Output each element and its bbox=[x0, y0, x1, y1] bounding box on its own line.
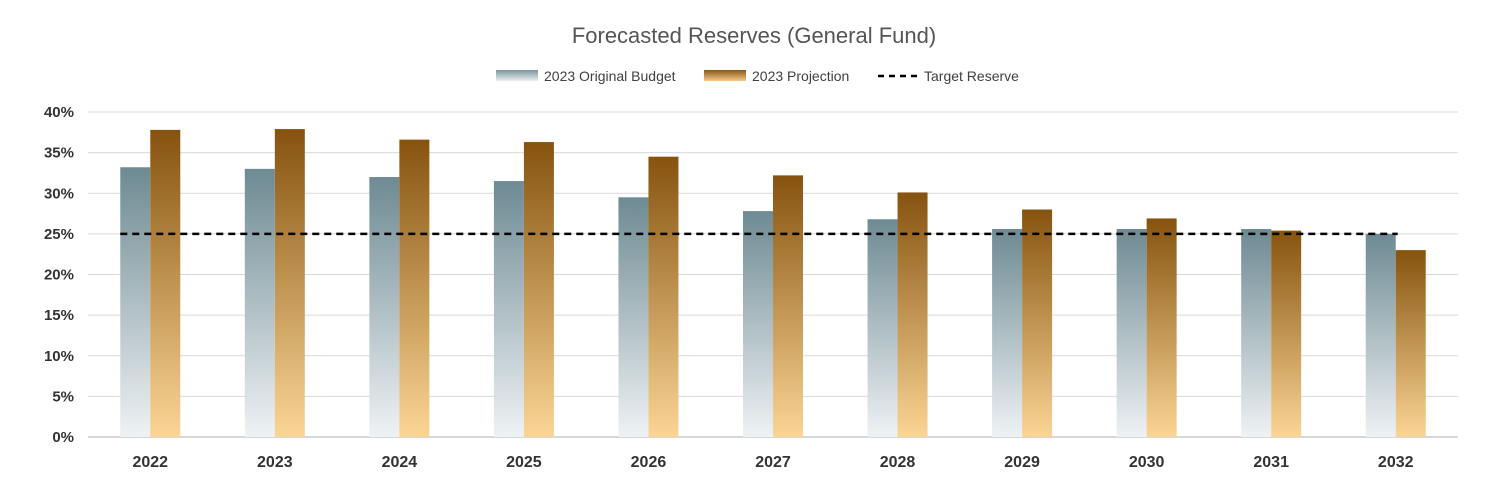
bar-original-budget bbox=[1116, 229, 1147, 437]
y-tick-label: 30% bbox=[44, 185, 74, 202]
bar-projection bbox=[648, 156, 679, 437]
x-axis: 2022 2023 2024 2025 2026 2027 2028 2029 2030 2031… bbox=[132, 454, 1413, 471]
y-tick-label: 35% bbox=[44, 145, 74, 162]
bar-projection bbox=[1146, 218, 1177, 437]
y-axis: 0% 5% 10% 15% 20% 25% 30% 35% 40% bbox=[44, 104, 74, 446]
bar-projection bbox=[773, 175, 803, 437]
x-tick-label: 2032 bbox=[1378, 454, 1414, 471]
bar-projection bbox=[150, 129, 181, 437]
legend-label-projection: 2023 Projection bbox=[752, 68, 849, 84]
legend: 2023 Original Budget 2023 Projection Tar… bbox=[496, 68, 1019, 84]
x-tick-label: 2029 bbox=[1004, 454, 1040, 471]
y-tick-label: 0% bbox=[52, 429, 74, 446]
y-tick-label: 40% bbox=[44, 104, 74, 121]
y-tick-label: 15% bbox=[44, 307, 74, 324]
bar-projection bbox=[274, 129, 305, 437]
bar-original-budget bbox=[867, 219, 898, 437]
bar-original-budget bbox=[618, 197, 649, 437]
legend-label-budget: 2023 Original Budget bbox=[544, 68, 676, 84]
bar-projection bbox=[1395, 250, 1426, 437]
x-tick-label: 2031 bbox=[1253, 454, 1289, 471]
bar-projection bbox=[897, 192, 928, 437]
bar-original-budget bbox=[1241, 229, 1272, 437]
x-tick-label: 2028 bbox=[880, 454, 916, 471]
legend-swatch-budget bbox=[496, 70, 538, 81]
bar-original-budget bbox=[244, 168, 275, 437]
x-tick-label: 2027 bbox=[755, 454, 791, 471]
bar-projection bbox=[399, 139, 430, 437]
bar-original-budget bbox=[743, 211, 773, 437]
bar-original-budget bbox=[992, 229, 1023, 437]
y-tick-label: 20% bbox=[44, 267, 74, 284]
x-tick-label: 2026 bbox=[631, 454, 667, 471]
bar-original-budget bbox=[120, 167, 151, 437]
bars bbox=[120, 129, 1426, 437]
legend-label-target: Target Reserve bbox=[924, 68, 1019, 84]
y-tick-label: 10% bbox=[44, 348, 74, 365]
chart-title: Forecasted Reserves (General Fund) bbox=[572, 23, 936, 48]
bar-original-budget bbox=[369, 177, 400, 437]
x-tick-label: 2023 bbox=[257, 454, 293, 471]
legend-swatch-projection bbox=[704, 70, 746, 81]
bar-projection bbox=[1022, 209, 1053, 437]
x-tick-label: 2024 bbox=[382, 454, 418, 471]
x-tick-label: 2022 bbox=[132, 454, 168, 471]
x-tick-label: 2030 bbox=[1129, 454, 1165, 471]
bar-projection bbox=[1271, 230, 1302, 437]
bar-original-budget bbox=[1365, 233, 1396, 437]
bar-original-budget bbox=[493, 181, 524, 437]
y-tick-label: 25% bbox=[44, 226, 74, 243]
y-tick-label: 5% bbox=[52, 388, 74, 405]
bar-projection bbox=[523, 142, 554, 437]
x-tick-label: 2025 bbox=[506, 454, 542, 471]
